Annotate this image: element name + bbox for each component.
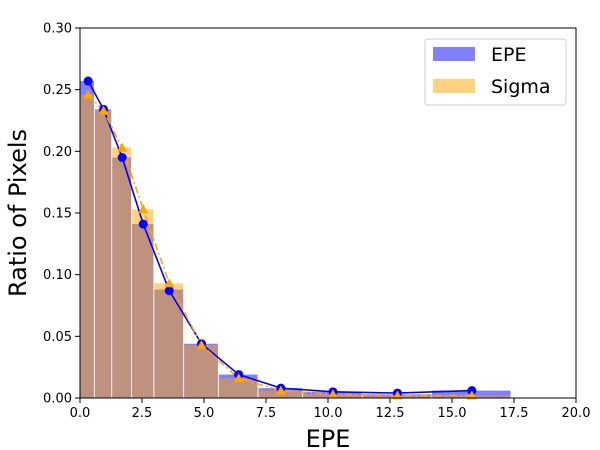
y-axis-ticks: 0.00 0.05 0.10 0.15 0.20 0.25 0.30 bbox=[43, 22, 80, 407]
legend-swatch-sigma bbox=[433, 79, 475, 93]
sigma-point-4 bbox=[164, 278, 175, 288]
sigma-point-6 bbox=[233, 373, 244, 383]
x-tick-label-2: 5.0 bbox=[194, 406, 215, 421]
y-tick-label-3: 0.15 bbox=[43, 207, 72, 222]
sigma-bar-2 bbox=[112, 147, 132, 398]
y-tick-label-1: 0.05 bbox=[43, 330, 72, 345]
sigma-point-7 bbox=[275, 385, 286, 395]
x-axis-ticks: 0.0 2.5 5.0 7.5 10.0 12.5 15.0 17.5 20.0 bbox=[70, 398, 591, 421]
y-tick-label-0: 0.00 bbox=[43, 392, 72, 407]
legend-swatch-epe bbox=[433, 47, 475, 61]
sigma-point-0 bbox=[83, 89, 94, 99]
y-tick-label-6: 0.30 bbox=[43, 22, 72, 37]
legend-label-epe: EPE bbox=[491, 44, 526, 66]
y-tick-label-2: 0.10 bbox=[43, 268, 72, 283]
x-tick-label-8: 20.0 bbox=[562, 406, 591, 421]
x-axis-label: EPE bbox=[306, 425, 351, 450]
sigma-point-3 bbox=[138, 204, 149, 214]
sigma-bar-0 bbox=[80, 94, 94, 398]
sigma-point-5 bbox=[196, 339, 207, 349]
sigma-bar-3 bbox=[132, 209, 154, 398]
x-tick-label-0: 0.0 bbox=[70, 406, 91, 421]
x-tick-label-6: 15.0 bbox=[438, 406, 467, 421]
epe-point-0 bbox=[83, 76, 93, 86]
sigma-bar-6 bbox=[218, 378, 258, 398]
legend-label-sigma: Sigma bbox=[491, 76, 551, 98]
legend: EPE Sigma bbox=[424, 38, 567, 106]
sigma-bar-1 bbox=[94, 110, 112, 398]
sigma-point-8 bbox=[327, 389, 338, 399]
epe-point-3 bbox=[138, 219, 148, 229]
points-layer bbox=[83, 76, 477, 400]
sigma-point-2 bbox=[117, 142, 128, 152]
x-tick-label-5: 12.5 bbox=[376, 406, 405, 421]
y-axis-label: Ratio of Pixels bbox=[4, 129, 32, 297]
epe-point-4 bbox=[164, 286, 174, 296]
x-tick-label-3: 7.5 bbox=[256, 406, 277, 421]
y-tick-label-4: 0.20 bbox=[43, 145, 72, 160]
y-tick-label-5: 0.25 bbox=[43, 83, 72, 98]
sigma-point-10 bbox=[466, 390, 477, 400]
sigma-point-9 bbox=[392, 390, 403, 400]
epe-point-2 bbox=[117, 153, 127, 162]
x-tick-label-4: 10.0 bbox=[314, 406, 343, 421]
x-tick-label-7: 17.5 bbox=[500, 406, 529, 421]
x-tick-label-1: 2.5 bbox=[132, 406, 153, 421]
sigma-point-1 bbox=[98, 105, 109, 115]
sigma-bar-4 bbox=[154, 283, 184, 398]
